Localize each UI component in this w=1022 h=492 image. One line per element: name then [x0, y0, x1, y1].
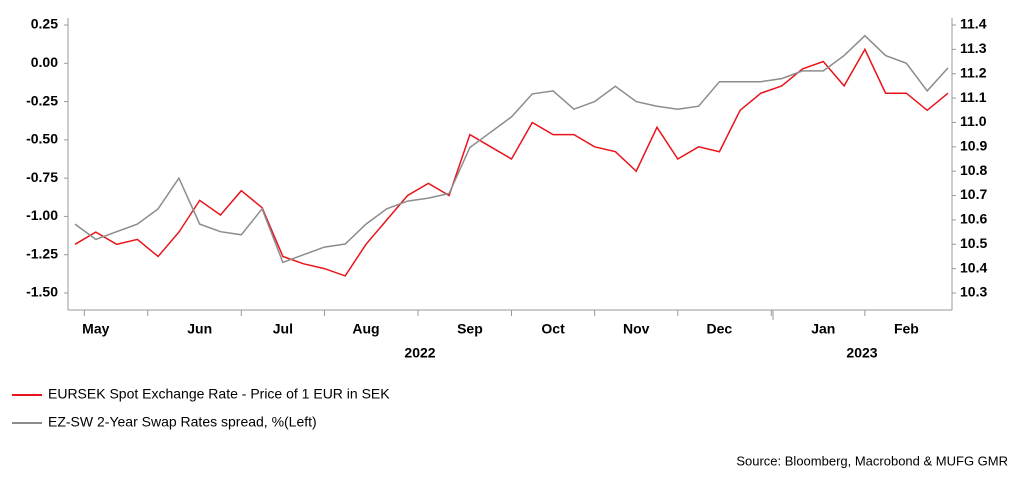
x-tick-label: Jan [811, 321, 835, 337]
x-tick-label: Sep [457, 321, 483, 337]
y2-tick-label: 10.8 [960, 162, 987, 178]
y2-tick-label: 10.5 [960, 235, 987, 251]
x-tick-label: Oct [541, 321, 565, 337]
series-line [74, 47, 949, 277]
y2-tick-label: 10.6 [960, 211, 987, 227]
x-tick-label: Feb [894, 321, 919, 337]
y2-tick-label: 11.2 [960, 64, 987, 80]
year-label: 2022 [404, 345, 435, 361]
y-tick-label: 0.00 [31, 54, 58, 70]
y2-tick-label: 11.0 [960, 113, 987, 129]
x-tick-label: Jun [187, 321, 212, 337]
y2-tick-label: 10.9 [960, 138, 987, 154]
y-tick-label: -0.75 [26, 169, 58, 185]
y-tick-label: -0.50 [26, 131, 58, 147]
y-tick-label: -1.50 [26, 284, 58, 300]
x-tick-label: Dec [707, 321, 733, 337]
y2-tick-label: 11.4 [960, 16, 987, 32]
source: Source: Bloomberg, Macrobond & MUFG GMR [736, 453, 1008, 468]
x-tick-label: Nov [623, 321, 650, 337]
y-tick-label: -1.25 [26, 245, 58, 261]
y2-tick-label: 11.1 [960, 89, 987, 105]
y2-tick-label: 10.4 [960, 259, 987, 275]
y-tick-label: -0.25 [26, 92, 58, 108]
year-label: 2023 [846, 345, 877, 361]
series-line [74, 34, 949, 264]
legend-label: EZ-SW 2-Year Swap Rates spread, %(Left) [48, 414, 317, 430]
legend-label: EURSEK Spot Exchange Rate - Price of 1 E… [48, 386, 390, 402]
y2-tick-label: 10.3 [960, 284, 987, 300]
x-tick-label: Jul [273, 321, 293, 337]
x-tick-label: Aug [352, 321, 379, 337]
y-tick-label: 0.25 [31, 16, 58, 32]
y-tick-label: -1.00 [26, 207, 58, 223]
y2-tick-label: 10.7 [960, 186, 987, 202]
x-tick-label: May [82, 321, 109, 337]
y2-tick-label: 11.3 [960, 40, 987, 56]
